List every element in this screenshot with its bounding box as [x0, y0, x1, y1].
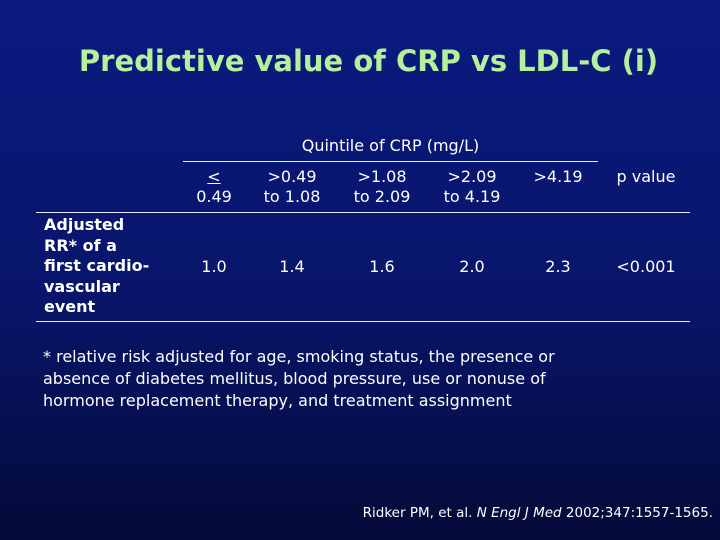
- citation-journal: N Engl J Med: [476, 505, 562, 521]
- col-header-q4-line1: >2.09: [447, 167, 497, 186]
- col-header-q5: >4.19: [533, 167, 583, 186]
- row-label-line: event: [44, 297, 96, 317]
- row-label-line: Adjusted: [44, 215, 125, 234]
- col-header-q3: >1.08 to 2.09: [340, 167, 424, 207]
- footnote-line: * relative risk adjusted for age, smokin…: [43, 347, 555, 366]
- citation-details: 2002;347:1557-1565.: [565, 505, 713, 521]
- citation-authors: Ridker PM, et al.: [362, 505, 473, 521]
- footnote-line: absence of diabetes mellitus, blood pres…: [43, 369, 546, 388]
- col-header-q1-value: 0.49: [196, 187, 232, 206]
- row-label-line: RR* of a: [44, 235, 117, 255]
- col-header-q1: < 0.49: [183, 167, 245, 207]
- value-q3: 1.6: [369, 257, 395, 276]
- citation: Ridker PM, et al. N Engl J Med 2002;347:…: [363, 505, 713, 521]
- less-than-or-equal-symbol: <: [207, 167, 221, 186]
- group-header-rule: [183, 161, 598, 162]
- slide-title: Predictive value of CRP vs LDL-C (i): [78, 44, 659, 78]
- col-header-q2-line2: to 1.08: [263, 187, 321, 206]
- col-header-q2-line1: >0.49: [267, 167, 317, 186]
- row-label-line: vascular: [44, 276, 120, 296]
- col-header-q2: >0.49 to 1.08: [252, 167, 332, 207]
- row-label-line: first cardio-: [44, 256, 150, 276]
- col-header-q3-line1: >1.08: [357, 167, 407, 186]
- col-header-q3-line2: to 2.09: [353, 187, 411, 206]
- value-q5: 2.3: [545, 257, 571, 276]
- col-header-q4-line2: to 4.19: [443, 187, 501, 206]
- quintile-group-header: Quintile of CRP (mg/L): [301, 136, 480, 155]
- value-q1: 1.0: [201, 257, 227, 276]
- header-rule: [36, 212, 690, 213]
- table-bottom-rule: [36, 321, 690, 322]
- col-header-p-value: p value: [616, 167, 676, 186]
- value-q2: 1.4: [279, 257, 305, 276]
- value-q4: 2.0: [459, 257, 485, 276]
- footnote: * relative risk adjusted for age, smokin…: [43, 346, 683, 412]
- row-label-adjusted-rr: Adjusted RR* of a first cardio- vascular…: [44, 215, 184, 318]
- col-header-q4: >2.09 to 4.19: [430, 167, 514, 207]
- footnote-line: hormone replacement therapy, and treatme…: [43, 391, 512, 410]
- value-p: <0.001: [616, 257, 676, 276]
